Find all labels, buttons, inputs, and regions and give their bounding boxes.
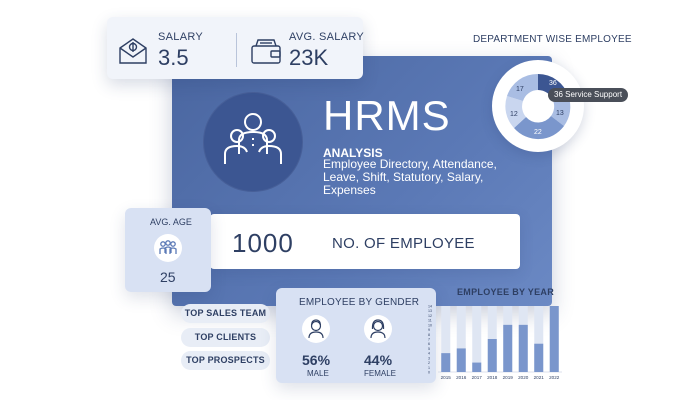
top-sales-team-button[interactable]: TOP SALES TEAM xyxy=(181,304,270,323)
x-tick-label: 2020 xyxy=(518,375,529,380)
female-icon-circle xyxy=(364,315,392,343)
donut-label-13: 13 xyxy=(556,110,564,117)
y-tick-label: 1 xyxy=(428,366,430,370)
x-tick-label: 2015 xyxy=(441,375,452,380)
male-avatar-icon xyxy=(308,319,324,339)
salary-value: 3.5 xyxy=(158,45,189,70)
salary-label: SALARY xyxy=(158,31,204,43)
y-tick-label: 0 xyxy=(428,371,430,375)
female-label: FEMALE xyxy=(364,369,397,378)
hero-icon-circle xyxy=(203,92,303,192)
y-tick-label: 12 xyxy=(428,314,432,318)
avg-age-icon-circle xyxy=(154,234,182,262)
y-tick-label: 2 xyxy=(428,361,430,365)
bar-2019 xyxy=(503,324,513,372)
donut-tooltip: 36 Service Support xyxy=(548,88,629,102)
bar-2017 xyxy=(472,362,482,372)
bar-chart-title: EMPLOYEE BY YEAR xyxy=(457,287,554,297)
analysis-heading: ANALYSIS xyxy=(323,146,383,160)
group-people-icon xyxy=(159,240,177,254)
salary-divider xyxy=(236,33,237,67)
bar-2015 xyxy=(441,353,451,372)
y-tick-label: 3 xyxy=(428,356,430,360)
bar-background xyxy=(441,306,451,372)
bar-2020 xyxy=(518,324,528,372)
avg-age-value: 25 xyxy=(160,269,176,285)
top-prospects-button[interactable]: TOP PROSPECTS xyxy=(181,351,270,370)
y-tick-label: 10 xyxy=(428,323,432,327)
bar-2022 xyxy=(549,306,559,372)
x-tick-label: 2022 xyxy=(549,375,560,380)
y-tick-label: 13 xyxy=(428,309,432,313)
male-label: MALE xyxy=(307,369,329,378)
male-icon-circle xyxy=(302,315,330,343)
donut-segment-22 xyxy=(514,116,564,140)
bar-background xyxy=(456,306,466,372)
bar-background xyxy=(534,306,544,372)
top-clients-button[interactable]: TOP CLIENTS xyxy=(181,328,270,347)
female-avatar-icon xyxy=(370,319,386,339)
wallet-icon xyxy=(251,39,281,64)
avg-age-label: AVG. AGE xyxy=(150,217,192,227)
employee-count-label: NO. OF EMPLOYEE xyxy=(332,235,475,252)
salary-envelope-icon xyxy=(119,38,147,64)
y-tick-label: 6 xyxy=(428,342,430,346)
gender-title: EMPLOYEE BY GENDER xyxy=(299,297,420,308)
analysis-description: Employee Directory, Attendance, Leave, S… xyxy=(323,157,497,197)
donut-segment-12 xyxy=(505,96,526,128)
department-title: DEPARTMENT WISE EMPLOYEE xyxy=(473,34,632,45)
donut-segment-17 xyxy=(507,73,538,101)
y-tick-label: 9 xyxy=(428,328,430,332)
employee-count: 1000 xyxy=(232,228,294,258)
male-percentage: 56% xyxy=(302,352,331,368)
donut-label-36: 36 xyxy=(549,80,557,87)
hero-title: HRMS xyxy=(323,92,451,139)
salary-card xyxy=(107,17,363,79)
employee-count-strip xyxy=(210,214,520,269)
bar-2018 xyxy=(487,339,497,372)
avg-salary-label: AVG. SALARY xyxy=(289,31,365,43)
x-tick-label: 2021 xyxy=(534,375,545,380)
donut-segment-13 xyxy=(551,96,571,126)
female-percentage: 44% xyxy=(364,352,393,368)
x-tick-label: 2016 xyxy=(456,375,467,380)
y-tick-label: 8 xyxy=(428,333,430,337)
team-people-icon xyxy=(224,113,282,164)
donut-label-17: 17 xyxy=(516,86,524,93)
y-tick-label: 4 xyxy=(428,352,430,356)
department-donut-chart: 36 13 22 12 17 xyxy=(505,73,571,140)
bar-background xyxy=(472,306,482,372)
x-tick-label: 2017 xyxy=(472,375,483,380)
y-tick-label: 14 xyxy=(428,305,432,309)
avg-salary-value: 23K xyxy=(289,45,329,70)
y-tick-label: 11 xyxy=(428,319,432,323)
y-tick-label: 5 xyxy=(428,347,430,351)
x-tick-label: 2018 xyxy=(487,375,498,380)
bar-2016 xyxy=(456,348,466,372)
y-tick-label: 7 xyxy=(428,338,430,342)
bar-2021 xyxy=(534,343,544,372)
donut-label-22: 22 xyxy=(534,129,542,136)
donut-label-12: 12 xyxy=(510,111,518,118)
x-tick-label: 2019 xyxy=(503,375,514,380)
